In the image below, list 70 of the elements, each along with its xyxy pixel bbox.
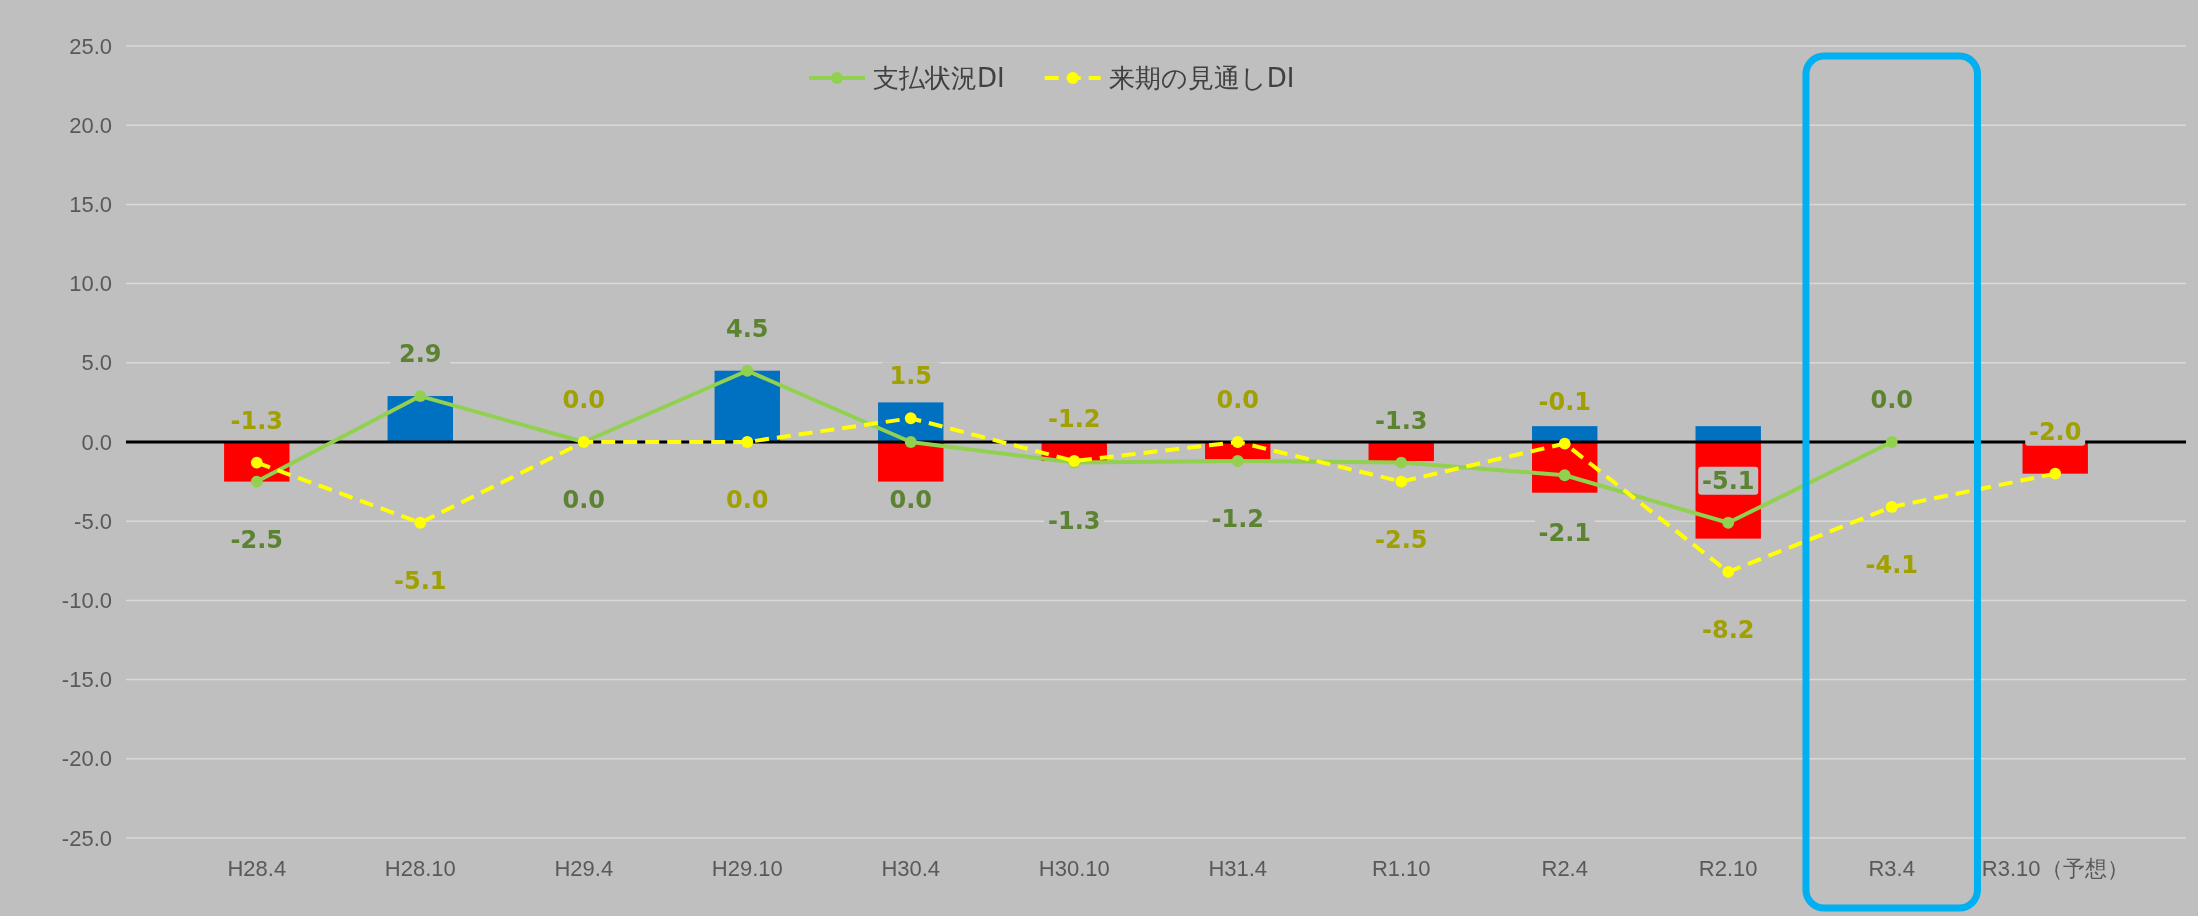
point [414, 390, 427, 402]
data-label: -1.2 [1048, 405, 1101, 434]
point [1231, 455, 1244, 467]
bar [1695, 426, 1761, 442]
data-label: -2.5 [230, 525, 284, 554]
point [741, 436, 754, 448]
data-label: -0.1 [1538, 387, 1591, 416]
x-tick-label: R3.10（予想） [1981, 855, 2129, 881]
data-label: -4.1 [1865, 550, 1918, 579]
point [741, 364, 754, 377]
data-label: 1.5 [889, 362, 933, 391]
point [1395, 456, 1408, 469]
x-tick-label: H31.4 [1208, 855, 1268, 881]
y-tick-label: 25.0 [69, 33, 112, 59]
x-tick-label: R2.10 [1698, 855, 1758, 881]
point [904, 412, 917, 425]
y-tick-label: 10.0 [69, 271, 112, 297]
data-label: 0.0 [562, 386, 606, 414]
x-tick-label: H30.4 [881, 855, 941, 881]
point [414, 516, 427, 529]
data-label: -2.5 [1375, 525, 1428, 554]
data-label: -8.2 [1701, 615, 1755, 644]
data-label: -2.1 [1538, 519, 1591, 548]
y-tick-label: 0.0 [81, 429, 112, 455]
data-label: 4.5 [726, 314, 769, 343]
x-tick-label: R1.10 [1371, 855, 1431, 881]
bar [878, 442, 944, 482]
data-label: 0.0 [889, 486, 933, 514]
data-label: -1.2 [1211, 505, 1264, 534]
data-label: -2.0 [2028, 417, 2082, 446]
point [1722, 565, 1735, 578]
data-label: -1.3 [1375, 406, 1428, 435]
x-tick-label: R3.4 [1868, 855, 1915, 881]
data-label: -5.1 [394, 566, 447, 595]
data-label: 0.0 [562, 486, 606, 514]
x-tick-label: H29.10 [711, 855, 783, 881]
point [1558, 437, 1571, 450]
y-tick-label: -5.0 [74, 508, 112, 534]
point [250, 456, 263, 469]
y-tick-label: -15.0 [61, 667, 112, 693]
data-label: -5.1 [1701, 466, 1755, 495]
y-tick-label: -25.0 [61, 825, 112, 851]
point [1395, 475, 1408, 488]
y-tick-label: -20.0 [61, 746, 112, 772]
data-label: -1.3 [230, 406, 284, 435]
x-tick-label: H28.10 [384, 855, 456, 881]
y-tick-label: 15.0 [69, 191, 112, 217]
data-label: 2.9 [399, 340, 442, 369]
y-tick-label: 5.0 [81, 350, 112, 376]
x-tick-label: H28.4 [227, 855, 287, 881]
legend-label: 支払状況DI [873, 63, 1005, 93]
y-tick-label: 20.0 [69, 112, 112, 138]
data-label: 0.0 [1216, 386, 1259, 414]
y-tick-label: -10.0 [61, 587, 112, 613]
bar [1532, 426, 1598, 442]
x-tick-label: H30.10 [1038, 855, 1110, 881]
point [1885, 501, 1898, 513]
point [1885, 436, 1898, 448]
point [1558, 469, 1571, 482]
point [250, 475, 263, 488]
legend-label: 来期の見通しDI [1108, 63, 1295, 93]
data-label: 0.0 [726, 486, 769, 514]
point [904, 436, 917, 448]
x-tick-label: H29.4 [554, 855, 614, 881]
point [2049, 467, 2062, 480]
point [1231, 436, 1244, 448]
point [1722, 516, 1735, 529]
data-label: -1.3 [1048, 506, 1101, 535]
x-tick-label: R2.4 [1541, 855, 1588, 881]
data-label: 0.0 [1870, 386, 1913, 414]
